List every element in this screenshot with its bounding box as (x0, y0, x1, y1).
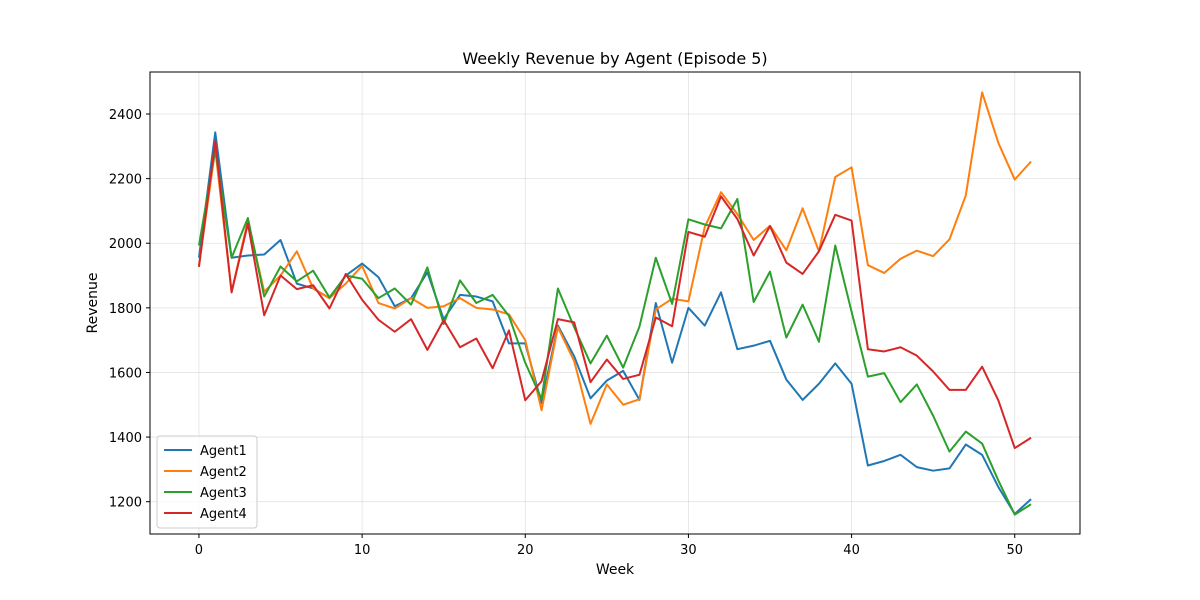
series-line-agent3 (197, 148, 1032, 516)
y-tick-label: 2200 (109, 173, 142, 188)
x-tick-label: 20 (517, 543, 534, 558)
x-tick-label: 50 (1006, 543, 1023, 558)
y-tick-label: 1400 (109, 431, 142, 446)
legend-label-agent2: Agent2 (200, 465, 247, 480)
y-tick-label: 1600 (109, 366, 142, 381)
y-tick-label: 2000 (109, 237, 142, 252)
y-tick-label: 1800 (109, 302, 142, 317)
y-axis-label: Revenue (85, 273, 101, 334)
x-tick-label: 0 (195, 543, 203, 558)
chart-title: Weekly Revenue by Agent (Episode 5) (462, 49, 767, 68)
y-tick-label: 2400 (109, 108, 142, 123)
legend: Agent1 Agent2 Agent3 Agent4 (156, 435, 258, 529)
plot-frame (149, 71, 1081, 535)
legend-box (156, 435, 258, 529)
y-axis: 1200 1400 1600 1800 2000 2200 2400 (109, 108, 150, 511)
x-axis: 0 10 20 30 40 50 (195, 534, 1023, 558)
x-tick-label: 30 (680, 543, 697, 558)
series-lines (197, 91, 1032, 516)
grid (150, 72, 1080, 534)
x-tick-label: 40 (843, 543, 860, 558)
x-tick-label: 10 (354, 543, 371, 558)
legend-label-agent4: Agent4 (200, 507, 247, 522)
x-axis-label: Week (596, 562, 635, 578)
legend-label-agent1: Agent1 (200, 444, 247, 459)
legend-label-agent3: Agent3 (200, 486, 247, 501)
series-line-agent4 (197, 140, 1032, 450)
y-tick-label: 1200 (109, 496, 142, 511)
